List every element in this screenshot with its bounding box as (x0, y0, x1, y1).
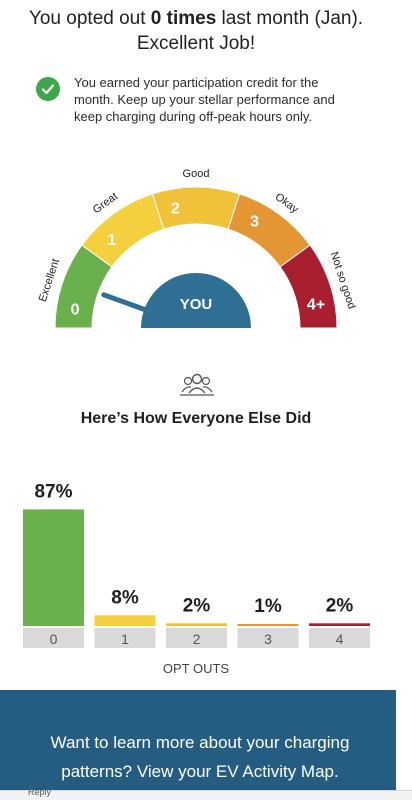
headline-line-2: Excellent Job! (136, 33, 256, 54)
bar-value-label-2: 2% (183, 595, 211, 616)
category-label-3: 3 (264, 631, 272, 647)
category-label-2: 2 (193, 631, 201, 647)
opt-out-bar-chart: 87% 0 8% 1 2% 2 1% 3 2% 4 OPT OUTS (0, 445, 412, 685)
gauge-center (141, 273, 251, 328)
bar-chart-svg: 87% 0 8% 1 2% 2 1% 3 2% 4 OPT OUTS (23, 481, 370, 676)
x-axis-label: OPT OUTS (163, 661, 230, 676)
reply-button[interactable]: Reply (28, 787, 52, 797)
gauge-segment-2 (151, 186, 241, 230)
category-box-0 (23, 628, 84, 648)
gauge-segment-4plus (279, 244, 338, 329)
category-box-2 (166, 628, 227, 648)
section-title: Here’s How Everyone Else Did (80, 410, 312, 427)
gauge-number-3: 3 (250, 213, 259, 230)
participation-credit-message: You earned your participation credit for… (36, 74, 356, 125)
opt-out-gauge: 0 Excellent 1 Great 2 Good 3 Okay 4+ Not so good Y… (0, 150, 412, 340)
opt-out-headline: You opted out 0 times last month (Jan). … (0, 6, 392, 56)
reply-bar: Reply (0, 787, 412, 800)
bar-3 (237, 624, 299, 626)
gauge-number-2: 2 (171, 200, 180, 217)
category-box-4 (309, 628, 370, 648)
category-label-0: 0 (50, 631, 58, 647)
people-group-icon (180, 372, 214, 396)
category-box-3 (237, 628, 299, 648)
bar-value-label-4: 2% (326, 595, 354, 616)
category-label-4: 4 (336, 631, 344, 647)
category-label-1: 1 (121, 631, 129, 647)
bar-value-label-3: 1% (254, 596, 282, 617)
check-circle-icon (36, 77, 60, 101)
headline-prefix: You opted out (28, 8, 151, 29)
gauge-needle (101, 292, 150, 313)
ev-activity-map-banner[interactable]: Want to learn more about your charging p… (0, 690, 396, 800)
category-box-1 (94, 628, 156, 648)
headline-bold-count: 0 times (150, 8, 217, 29)
headline-line-1: You opted out 0 times last month (Jan). (0, 6, 392, 31)
bar-4 (309, 623, 370, 626)
bar-1 (94, 615, 156, 626)
bar-2 (166, 623, 227, 626)
gauge-center-label: YOU (180, 296, 213, 313)
credit-text: You earned your participation credit for… (74, 75, 335, 124)
gauge-number-0: 0 (71, 301, 80, 318)
gauge-number-1: 1 (107, 232, 116, 249)
headline-suffix: last month (Jan). (216, 8, 364, 29)
gauge-number-4plus: 4+ (307, 297, 325, 314)
bar-value-label-1: 8% (111, 587, 139, 608)
gauge-label-good: Good (183, 168, 210, 180)
ev-activity-map-link[interactable]: Want to learn more about your charging p… (50, 733, 350, 781)
bar-0 (23, 509, 84, 626)
bar-value-label-0: 87% (34, 481, 72, 502)
